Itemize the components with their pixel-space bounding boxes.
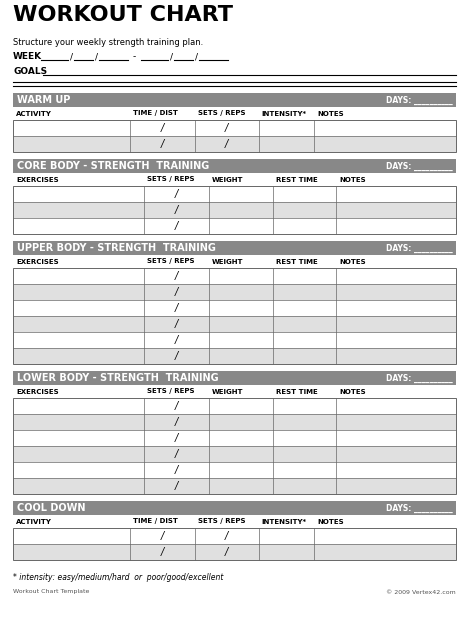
Text: ACTIVITY: ACTIVITY xyxy=(16,518,52,525)
Text: SETS / REPS: SETS / REPS xyxy=(147,177,194,183)
Text: SETS / REPS: SETS / REPS xyxy=(197,518,245,525)
Bar xyxy=(13,120,456,152)
Bar xyxy=(13,218,456,234)
Text: NOTES: NOTES xyxy=(339,258,365,265)
Text: /: / xyxy=(225,123,228,133)
Bar xyxy=(13,348,456,364)
Bar xyxy=(13,284,456,300)
Text: WEIGHT: WEIGHT xyxy=(212,389,244,394)
Bar xyxy=(13,398,456,414)
Text: DAYS: __________: DAYS: __________ xyxy=(386,162,453,170)
Text: DAYS: __________: DAYS: __________ xyxy=(386,504,453,513)
Bar xyxy=(13,446,456,462)
Bar xyxy=(13,300,456,316)
Text: WEIGHT: WEIGHT xyxy=(212,177,244,183)
Text: /: / xyxy=(70,52,73,61)
Text: LOWER BODY - STRENGTH  TRAINING: LOWER BODY - STRENGTH TRAINING xyxy=(17,373,219,383)
Text: /: / xyxy=(195,52,198,61)
Text: Workout Chart Template: Workout Chart Template xyxy=(13,590,90,595)
Text: INTENSITY*: INTENSITY* xyxy=(262,518,307,525)
Text: TIME / DIST: TIME / DIST xyxy=(133,111,178,116)
Text: /: / xyxy=(175,401,178,411)
Bar xyxy=(13,136,456,152)
Text: GOALS: GOALS xyxy=(13,67,47,76)
Text: /: / xyxy=(175,287,178,297)
Text: /: / xyxy=(175,205,178,215)
Text: ACTIVITY: ACTIVITY xyxy=(16,111,52,116)
Bar xyxy=(13,120,456,136)
Text: DAYS: __________: DAYS: __________ xyxy=(386,95,453,104)
Bar xyxy=(13,544,456,560)
Text: /: / xyxy=(175,449,178,459)
Bar xyxy=(13,202,456,218)
Text: EXERCISES: EXERCISES xyxy=(16,389,59,394)
Bar xyxy=(13,398,456,494)
Bar xyxy=(13,528,456,544)
Text: SETS / REPS: SETS / REPS xyxy=(197,111,245,116)
Text: /: / xyxy=(225,531,228,541)
Text: -: - xyxy=(133,52,136,61)
Text: /: / xyxy=(175,319,178,329)
Text: /: / xyxy=(161,547,164,557)
Text: /: / xyxy=(161,139,164,149)
Text: DAYS: __________: DAYS: __________ xyxy=(386,373,453,383)
Bar xyxy=(13,316,456,332)
Text: /: / xyxy=(175,351,178,361)
Text: WARM UP: WARM UP xyxy=(17,95,70,105)
Text: REST TIME: REST TIME xyxy=(276,258,318,265)
Text: /: / xyxy=(170,52,173,61)
Bar xyxy=(13,268,456,364)
Text: /: / xyxy=(175,271,178,281)
Text: * intensity: easy/medium/hard  or  poor/good/excellent: * intensity: easy/medium/hard or poor/go… xyxy=(13,572,223,581)
Text: /: / xyxy=(175,465,178,475)
Text: WORKOUT CHART: WORKOUT CHART xyxy=(13,5,233,25)
Text: REST TIME: REST TIME xyxy=(276,177,318,183)
Text: INTENSITY*: INTENSITY* xyxy=(262,111,307,116)
Bar xyxy=(13,430,456,446)
Text: /: / xyxy=(175,481,178,491)
Bar xyxy=(13,462,456,478)
Text: SETS / REPS: SETS / REPS xyxy=(147,258,194,265)
Bar xyxy=(13,186,456,234)
Text: NOTES: NOTES xyxy=(317,518,344,525)
Bar xyxy=(13,186,456,202)
Bar xyxy=(13,528,456,560)
Text: CORE BODY - STRENGTH  TRAINING: CORE BODY - STRENGTH TRAINING xyxy=(17,161,209,171)
Text: UPPER BODY - STRENGTH  TRAINING: UPPER BODY - STRENGTH TRAINING xyxy=(17,243,216,253)
Text: /: / xyxy=(225,139,228,149)
Bar xyxy=(13,371,456,385)
Bar xyxy=(13,241,456,255)
Text: /: / xyxy=(175,417,178,427)
Text: NOTES: NOTES xyxy=(339,389,365,394)
Bar xyxy=(13,159,456,173)
Text: SETS / REPS: SETS / REPS xyxy=(147,389,194,394)
Text: /: / xyxy=(225,547,228,557)
Bar xyxy=(13,332,456,348)
Text: EXERCISES: EXERCISES xyxy=(16,177,59,183)
Text: /: / xyxy=(175,303,178,313)
Text: /: / xyxy=(175,189,178,199)
Text: Structure your weekly strength training plan.: Structure your weekly strength training … xyxy=(13,38,203,47)
Text: © 2009 Vertex42.com: © 2009 Vertex42.com xyxy=(386,590,456,595)
Text: WEEK: WEEK xyxy=(13,52,42,61)
Bar xyxy=(13,93,456,107)
Text: /: / xyxy=(161,123,164,133)
Text: /: / xyxy=(95,52,98,61)
Text: WEIGHT: WEIGHT xyxy=(212,258,244,265)
Bar xyxy=(13,268,456,284)
Text: EXERCISES: EXERCISES xyxy=(16,258,59,265)
Bar xyxy=(13,501,456,515)
Text: NOTES: NOTES xyxy=(339,177,365,183)
Text: DAYS: __________: DAYS: __________ xyxy=(386,244,453,252)
Bar xyxy=(13,478,456,494)
Text: REST TIME: REST TIME xyxy=(276,389,318,394)
Text: NOTES: NOTES xyxy=(317,111,344,116)
Text: COOL DOWN: COOL DOWN xyxy=(17,503,85,513)
Text: /: / xyxy=(175,221,178,231)
Text: /: / xyxy=(175,433,178,443)
Bar xyxy=(13,414,456,430)
Text: TIME / DIST: TIME / DIST xyxy=(133,518,178,525)
Text: /: / xyxy=(175,335,178,345)
Text: /: / xyxy=(161,531,164,541)
